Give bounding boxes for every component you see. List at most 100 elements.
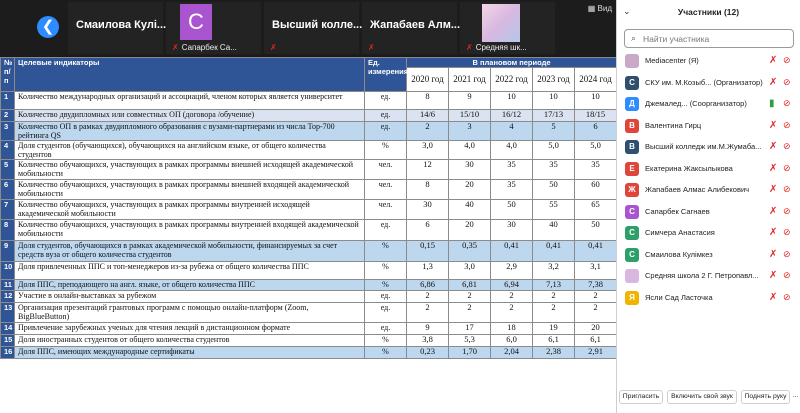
camera-off-icon[interactable]: ⊘ [783,248,791,259]
indicator-text: Количество обучающихся, участвующих в ра… [14,159,365,180]
row-number: 3 [0,121,15,141]
avatar: С [180,4,212,40]
camera-off-icon[interactable]: ⊘ [783,162,791,173]
indicator-text: Доля студентов (обучающихся), обучающихс… [14,140,365,160]
value-cell: 2 [532,290,575,303]
participant-row[interactable]: Я Ясли Сад Ласточка ✗ ⊘ [617,287,800,309]
tile-label: ✗ [368,43,378,52]
unit-cell: чел. [364,179,407,200]
participant-row[interactable]: В Высший колледж им.М.Жумаба... ✗ ⊘ [617,136,800,158]
camera-off-icon[interactable]: ⊘ [783,98,791,108]
avatar: Е [625,161,639,176]
mic-muted-icon[interactable]: ✗ [769,119,778,131]
avatar: В [625,118,639,133]
mic-muted-icon[interactable]: ✗ [769,162,778,174]
mic-muted-icon[interactable]: ✗ [769,76,778,88]
participant-row[interactable]: Д Джемалед... (Соорганизатор) ▮ ⊘ [617,93,800,115]
search-input[interactable] [643,32,788,45]
value-cell: 2 [406,121,449,141]
table-row: 13 Организация презентаций грантовых прог… [0,302,616,323]
participant-name: Жапабаев Алмас Алибекович [645,185,750,194]
video-tile[interactable]: ✗ Средняя шк... [460,2,555,54]
header-unit: Ед. измерения [364,57,408,92]
video-tile[interactable]: С ✗ Сапарбек Са... [166,2,261,54]
value-cell: 2,9 [490,261,533,280]
view-button[interactable]: ▦ Вид [587,4,612,13]
participant-row[interactable]: Е Екатерина Жаксылыкова ✗ ⊘ [617,158,800,180]
mic-on-icon[interactable]: ▮ [769,98,775,109]
camera-off-icon[interactable]: ⊘ [783,55,791,65]
value-cell: 4,0 [490,140,533,160]
participant-row[interactable]: С Смаилова Кулімкез ✗ ⊘ [617,244,800,266]
mic-muted-icon[interactable]: ✗ [769,184,778,195]
camera-off-icon[interactable]: ⊘ [783,141,791,151]
raise-hand-button[interactable]: Поднять руку [741,390,790,404]
participant-row[interactable]: С Сапарбек Сагнаев ✗ ⊘ [617,201,800,223]
value-cell: 14/6 [406,109,449,122]
row-number: 12 [0,290,15,303]
value-cell: 0,41 [573,240,616,262]
mic-muted-icon[interactable]: ✗ [769,55,778,66]
value-cell: 10 [490,91,533,110]
camera-off-icon[interactable]: ⊘ [783,270,791,280]
mic-muted-icon: ✗ [172,43,179,52]
participant-row[interactable]: Mediacenter (Я) ✗ ⊘ [617,50,800,72]
invite-button[interactable]: Пригласить [619,390,663,404]
indicator-text: Количество двудипломных или совместных О… [14,109,365,122]
panel-divider [616,0,617,413]
mic-muted-icon[interactable]: ✗ [769,205,778,217]
mic-muted-icon: ✗ [368,43,375,52]
participant-row[interactable]: С Симчера Анастасия ✗ ⊘ [617,222,800,244]
back-arrow-icon[interactable]: ❮ [37,16,59,38]
header-period: В плановом периоде [405,57,616,68]
camera-off-icon[interactable]: ⊘ [783,205,791,216]
unmute-button[interactable]: Включить свой звук [667,390,737,404]
table-row: 6 Количество обучающихся, участвующих в р… [0,179,616,200]
mic-muted-icon[interactable]: ✗ [769,291,778,303]
table-row: 9 Доля студентов, обучающихся в рамках ак… [0,240,616,262]
value-cell: 2 [573,302,616,323]
value-cell: 18/15 [573,109,616,122]
participant-row[interactable]: Ж Жапабаев Алмас Алибекович ✗ ⊘ [617,179,800,201]
table-row: 1 Количество международных организаций и … [0,91,616,110]
participant-row[interactable]: Средняя школа 2 Г. Петропавл... ✗ ⊘ [617,265,800,287]
chevron-down-icon[interactable]: ⌄ [623,6,631,16]
video-tile[interactable]: Смаилова Кулі... [68,2,167,54]
value-cell: 1,70 [448,346,491,359]
participant-row[interactable]: В Валентина Гирц ✗ ⊘ [617,115,800,137]
camera-off-icon[interactable]: ⊘ [783,227,791,237]
participant-row[interactable]: С СКУ им. М.Козыб... (Организатор) ✗ ⊘ [617,72,800,94]
mic-muted-icon[interactable]: ✗ [769,227,778,238]
value-cell: 19 [532,322,575,335]
value-cell: 18 [490,322,533,335]
value-cell: 3,8 [406,334,449,347]
value-cell: 2 [490,302,533,323]
tile-name: Смаилова Кулі... [76,19,167,31]
value-cell: 50 [490,199,533,220]
value-cell: 0,41 [490,240,533,262]
value-cell: 6,94 [490,279,533,291]
avatar: В [625,140,639,154]
video-tile[interactable]: Жапабаев Алм... ✗ [362,2,460,54]
video-tile[interactable]: Высший колле... ✗ [264,2,363,54]
camera-off-icon[interactable]: ⊘ [783,76,791,87]
value-cell: 6,1 [532,334,575,347]
avatar: Я [625,290,639,305]
tile-label: ✗ Средняя шк... [466,43,527,52]
mic-muted-icon[interactable]: ✗ [769,248,778,260]
value-cell: 35 [573,159,616,180]
camera-off-icon[interactable]: ⊘ [783,291,791,302]
camera-off-icon[interactable]: ⊘ [783,184,791,194]
tile-name: Высший колле... [272,19,363,31]
value-cell: 3 [448,121,491,141]
participant-name: Средняя школа 2 Г. Петропавл... [645,271,759,280]
camera-off-icon[interactable]: ⊘ [783,119,791,130]
table-row: 3 Количество ОП в рамках двудипломного об… [0,121,616,141]
more-button[interactable]: ... [792,390,799,404]
value-cell: 10 [532,91,575,110]
value-cell: 40 [532,219,575,241]
search-box[interactable]: ⌕ [624,29,794,48]
mic-muted-icon[interactable]: ✗ [769,270,778,281]
row-number: 2 [0,109,15,122]
mic-muted-icon[interactable]: ✗ [769,141,778,152]
